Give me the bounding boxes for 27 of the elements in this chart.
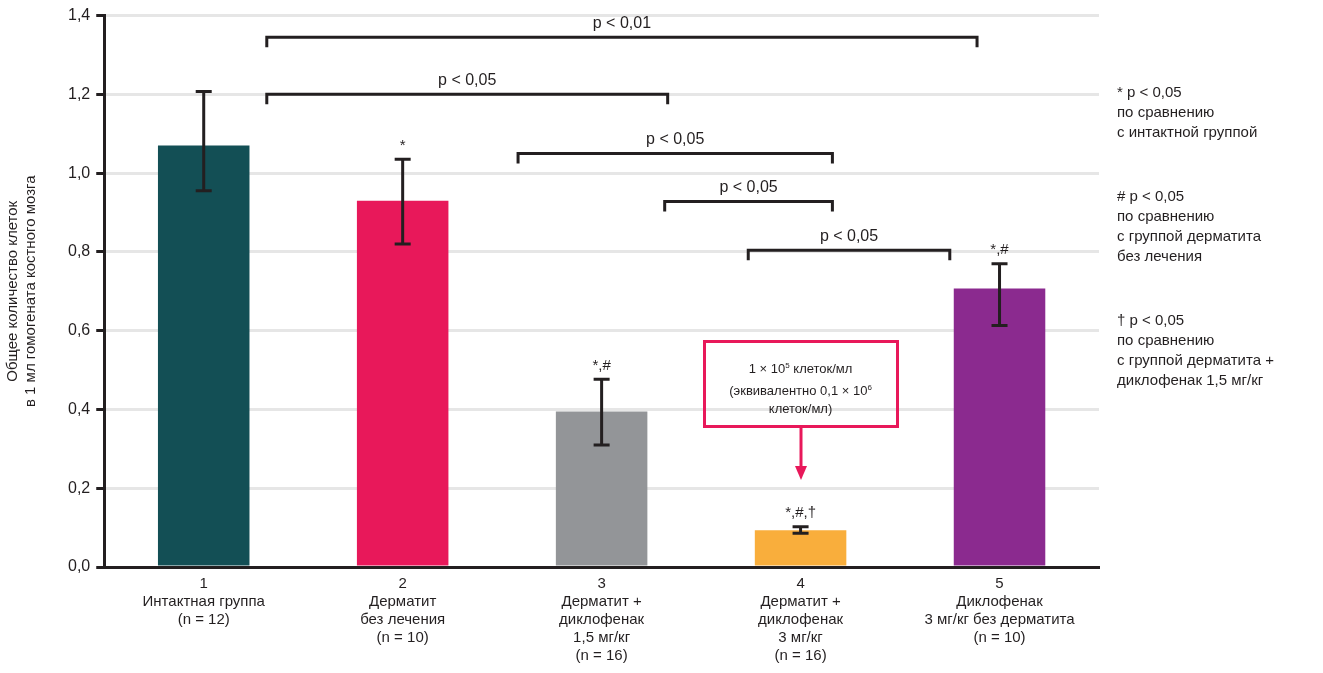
y-tick-label: 1,0 xyxy=(67,163,91,181)
annotation: p < 0,05 xyxy=(646,129,705,147)
y-tick-label: 0,0 xyxy=(67,557,91,575)
y-tick-label: 1,4 xyxy=(67,6,91,24)
annotation: p < 0,05 xyxy=(438,70,497,88)
y-tick-label: 1,2 xyxy=(67,84,91,102)
x-tick-label: 1 Интактная группа (n = 12) xyxy=(142,574,266,628)
y-tick-label: 0,6 xyxy=(67,321,91,339)
x-tick-label: 4 Дерматит + диклофенак 3 мг/кг (n = 16) xyxy=(758,574,844,664)
callout-box: 1 × 10$^{5}$ клеток/мл (эквивалентно 0,1 × 10$^{6}$ клеток/мл) xyxy=(702,340,899,429)
x-tick-label: 2 Дерматит без лечения (n = 10) xyxy=(360,574,446,646)
text: # p < 0,05 по сравнению с группой дерматита без лечения xyxy=(1117,186,1262,266)
y-tick-label: 0,8 xyxy=(67,242,91,260)
annotation: p < 0,05 xyxy=(719,177,778,195)
x-tick-label: 3 Дерматит + диклофенак 1,5 мг/кг (n = 16) xyxy=(559,574,645,664)
annotation: * xyxy=(399,136,406,153)
text: * p < 0,05 по сравнению с интактной группой xyxy=(1117,82,1258,142)
annotation: *,# xyxy=(592,355,612,373)
y-tick-label: 0,4 xyxy=(67,399,91,417)
annotation: *,#,† xyxy=(785,503,816,521)
annotation: p < 0,05 xyxy=(819,226,879,244)
annotation: p < 0,01 xyxy=(592,13,652,31)
y-tick-label: 0,2 xyxy=(67,478,91,496)
annotation: *,# xyxy=(990,240,1010,258)
x-tick-label: 5 Диклофенак 3 мг/кг без дерматита (n = 10) xyxy=(924,574,1076,646)
text: † p < 0,05 по сравнению с группой дерматита + диклофенак 1,5 мг/кг xyxy=(1117,310,1274,390)
y-axis-title: Общее количество клеток в 1 мл гомогената костного мозга xyxy=(3,174,39,408)
